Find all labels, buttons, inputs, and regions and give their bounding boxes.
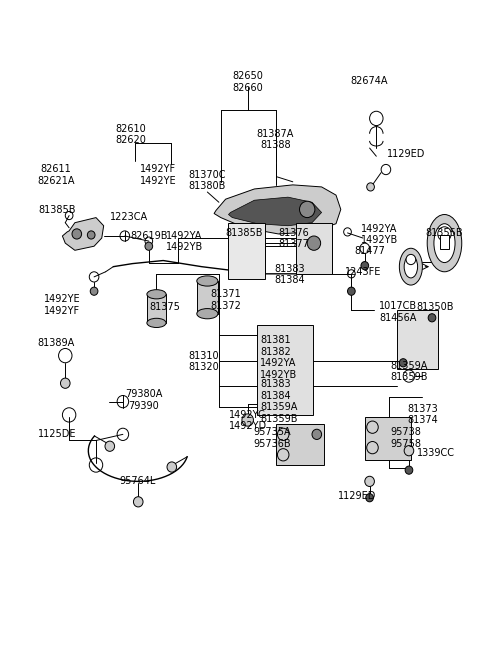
Circle shape bbox=[399, 359, 407, 367]
Text: 95738
95758: 95738 95758 bbox=[391, 427, 421, 449]
Polygon shape bbox=[214, 185, 341, 234]
Text: 81385B: 81385B bbox=[39, 205, 76, 215]
Circle shape bbox=[145, 242, 153, 250]
Text: 95735A
95736B: 95735A 95736B bbox=[254, 427, 291, 449]
Text: 79380A
79390: 79380A 79390 bbox=[125, 389, 163, 411]
Circle shape bbox=[167, 462, 177, 472]
Ellipse shape bbox=[197, 276, 218, 286]
Bar bbox=[365, 417, 411, 460]
Text: 81376
81377: 81376 81377 bbox=[278, 228, 309, 250]
Text: 1125DE: 1125DE bbox=[38, 429, 77, 440]
Circle shape bbox=[133, 496, 143, 507]
Ellipse shape bbox=[427, 215, 462, 272]
Text: 81387A
81388: 81387A 81388 bbox=[257, 128, 294, 150]
Circle shape bbox=[405, 466, 413, 474]
Text: 1017CB
81456A: 1017CB 81456A bbox=[379, 301, 418, 323]
Text: 81370C
81380B: 81370C 81380B bbox=[189, 170, 226, 191]
Text: 1339CC: 1339CC bbox=[417, 447, 455, 458]
Circle shape bbox=[348, 287, 355, 295]
Text: 1492YE
1492YF: 1492YE 1492YF bbox=[44, 294, 81, 316]
Circle shape bbox=[438, 227, 451, 241]
Circle shape bbox=[87, 231, 95, 239]
Text: 81371
81372: 81371 81372 bbox=[210, 289, 241, 310]
Text: 81375: 81375 bbox=[150, 303, 180, 312]
Bar bbox=[257, 325, 313, 415]
Text: 1243FE: 1243FE bbox=[345, 267, 381, 276]
Circle shape bbox=[361, 261, 369, 270]
Text: 81350B: 81350B bbox=[416, 303, 454, 312]
Bar bbox=[197, 281, 218, 314]
Text: 1492YF
1492YE: 1492YF 1492YE bbox=[140, 164, 177, 186]
Text: 82619B: 82619B bbox=[130, 231, 168, 241]
Text: 82611
82621A: 82611 82621A bbox=[37, 164, 74, 186]
Bar bbox=[147, 294, 166, 323]
Circle shape bbox=[428, 314, 436, 322]
Ellipse shape bbox=[147, 290, 166, 299]
Text: 1223CA: 1223CA bbox=[109, 212, 148, 223]
Text: 81359A
81359B: 81359A 81359B bbox=[390, 361, 428, 383]
Circle shape bbox=[60, 378, 70, 388]
Circle shape bbox=[365, 476, 374, 487]
Circle shape bbox=[90, 287, 98, 295]
Circle shape bbox=[404, 445, 414, 456]
Ellipse shape bbox=[404, 255, 418, 278]
Text: 95764L: 95764L bbox=[119, 476, 156, 486]
Bar bbox=[276, 424, 324, 465]
Circle shape bbox=[300, 201, 315, 217]
Text: 82674A: 82674A bbox=[351, 77, 388, 86]
Polygon shape bbox=[228, 197, 322, 226]
Circle shape bbox=[72, 229, 82, 239]
Polygon shape bbox=[62, 217, 104, 250]
Text: 1492YA
1492YB: 1492YA 1492YB bbox=[166, 231, 203, 252]
Text: 1492YC
1492YD: 1492YC 1492YD bbox=[228, 410, 267, 432]
Text: 81355B: 81355B bbox=[426, 228, 463, 238]
Text: 81373
81374: 81373 81374 bbox=[407, 403, 438, 425]
Bar bbox=[397, 310, 438, 369]
Ellipse shape bbox=[147, 318, 166, 328]
Circle shape bbox=[242, 414, 253, 426]
Text: 1129ED: 1129ED bbox=[338, 491, 376, 500]
Text: 82650
82660: 82650 82660 bbox=[232, 71, 263, 93]
Circle shape bbox=[307, 236, 321, 250]
Circle shape bbox=[312, 429, 322, 440]
Text: 81477: 81477 bbox=[354, 246, 385, 256]
Text: 81310
81320: 81310 81320 bbox=[188, 350, 219, 372]
Ellipse shape bbox=[197, 309, 218, 319]
Text: 82610
82620: 82610 82620 bbox=[115, 124, 146, 145]
Ellipse shape bbox=[434, 224, 455, 263]
Bar bbox=[228, 223, 265, 279]
Text: 81381
81382
1492YA
1492YB: 81381 81382 1492YA 1492YB bbox=[260, 335, 298, 380]
Text: 1129ED: 1129ED bbox=[387, 149, 425, 159]
Ellipse shape bbox=[399, 248, 422, 285]
Circle shape bbox=[366, 494, 373, 502]
Text: 1492YA
1492YB: 1492YA 1492YB bbox=[360, 224, 398, 246]
Circle shape bbox=[105, 441, 115, 451]
Bar bbox=[296, 223, 332, 274]
Text: 81385B: 81385B bbox=[225, 228, 263, 238]
Text: 81383
81384
81359A
81359B: 81383 81384 81359A 81359B bbox=[260, 379, 298, 424]
Circle shape bbox=[406, 254, 416, 265]
Bar bbox=[440, 235, 449, 250]
Text: 81383
81384: 81383 81384 bbox=[275, 263, 305, 285]
Text: 81389A: 81389A bbox=[37, 338, 74, 348]
Circle shape bbox=[367, 183, 374, 191]
